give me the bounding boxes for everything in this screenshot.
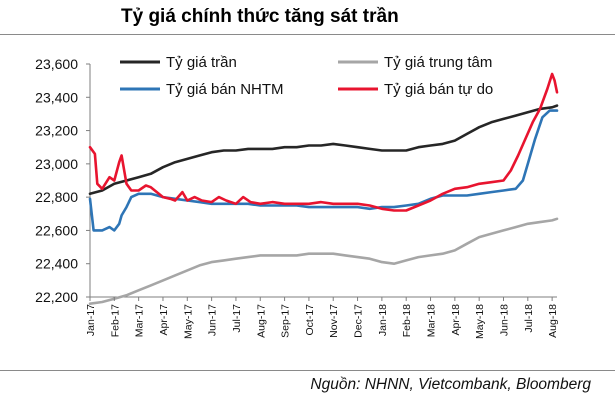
x-tick-label: Feb-18: [401, 304, 413, 337]
legend-label-1: Tỷ giá trung tâm: [384, 54, 492, 71]
y-tick-label: 22,400: [35, 256, 78, 272]
x-tick-label: Apr-18: [450, 304, 462, 336]
x-axis-ticks: Jan-17 Feb-17 Mar-17 Apr-17 May-17 Jun-17 Jul-…: [85, 297, 559, 339]
x-tick-label: Feb-17: [109, 304, 121, 337]
x-tick-label: May-18: [474, 304, 486, 339]
y-tick-label: 22,600: [35, 222, 78, 238]
x-tick-label: Jan-18: [377, 304, 389, 336]
series-line-0: [88, 104, 559, 196]
x-tick-label: Mar-17: [134, 304, 146, 337]
x-tick-label: Mar-18: [426, 304, 438, 337]
title-divider: [0, 34, 615, 35]
y-tick-label: 23,000: [35, 156, 78, 172]
x-tick-label: Jan-17: [85, 304, 97, 336]
y-tick-label: 23,200: [35, 123, 78, 139]
source-note: Nguồn: NHNN, Vietcombank, Bloomberg: [310, 376, 591, 393]
legend-label-2: Tỷ giá bán NHTM: [166, 81, 284, 98]
x-tick-label: May-17: [182, 304, 194, 339]
chart-axes: [89, 64, 557, 298]
y-axis-ticks: 22,200 22,400 22,600 22,800 23,000 23,200 23,4…: [35, 56, 90, 305]
series-line-2: [88, 109, 559, 232]
x-tick-label: Dec-17: [353, 304, 365, 338]
y-tick-label: 22,200: [35, 289, 78, 305]
x-tick-label: Jul-17: [231, 304, 243, 333]
x-tick-label: Jun-17: [207, 304, 219, 336]
footer-divider: [0, 370, 615, 371]
series-line-3: [88, 72, 559, 212]
line-chart: Tỷ giá trần Tỷ giá trung tâm Tỷ giá bán NH…: [35, 54, 559, 339]
legend-label-3: Tỷ giá bán tự do: [384, 81, 493, 98]
series-line-1: [88, 217, 559, 305]
y-tick-label: 23,400: [35, 89, 78, 105]
chart-title: Tỷ giá chính thức tăng sát trần: [121, 6, 399, 27]
x-tick-label: Aug-18: [547, 304, 559, 338]
x-tick-label: Sep-17: [280, 304, 292, 338]
y-tick-label: 23,600: [35, 56, 78, 72]
x-tick-label: Jul-18: [523, 304, 535, 333]
x-tick-label: Aug-17: [255, 304, 267, 338]
y-tick-label: 22,800: [35, 189, 78, 205]
chart-legend: Tỷ giá trần Tỷ giá trung tâm Tỷ giá bán NH…: [120, 54, 493, 98]
legend-label-0: Tỷ giá trần: [166, 54, 237, 71]
series-layer: [88, 72, 559, 305]
x-tick-label: Oct-17: [304, 304, 316, 336]
x-tick-label: Nov-17: [328, 304, 340, 338]
x-tick-label: Apr-17: [158, 304, 170, 336]
x-tick-label: Jun-18: [498, 304, 510, 336]
